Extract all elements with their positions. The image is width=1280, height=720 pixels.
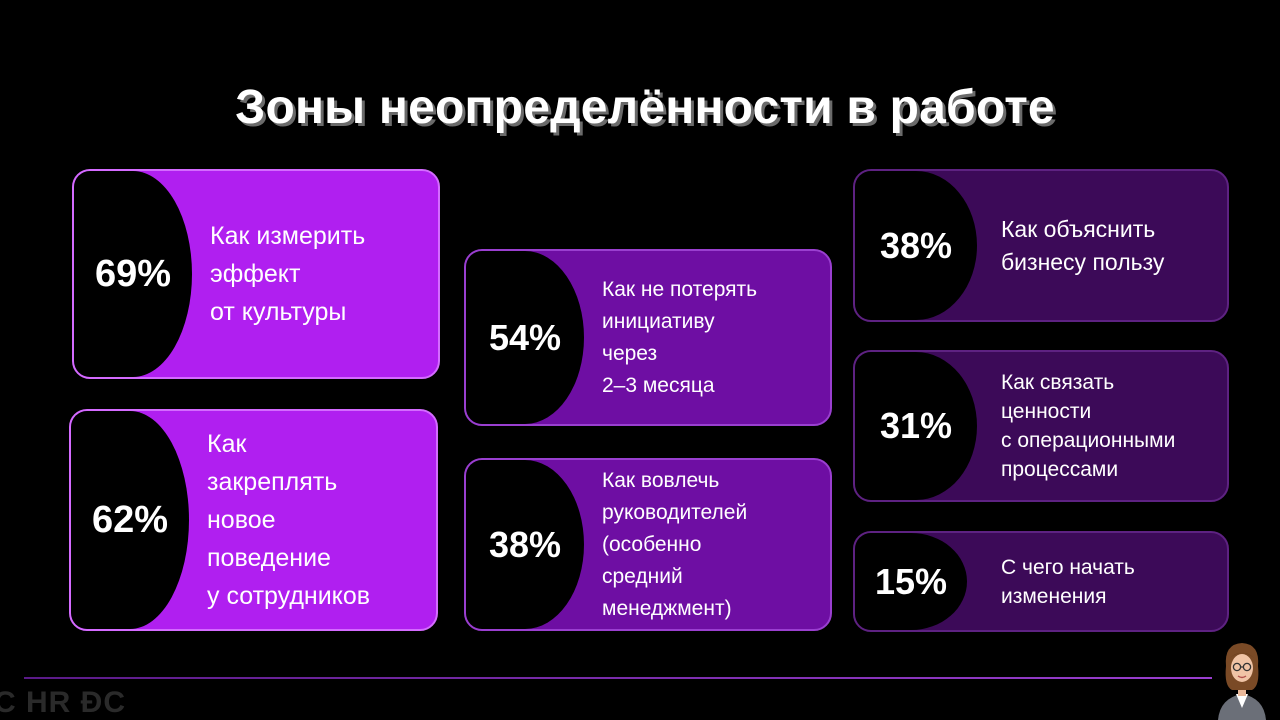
card-text: Как вовлечь руководителей (особенно сред…: [602, 460, 747, 629]
card-text-line: изменения: [1001, 584, 1107, 608]
card-text-line: бизнесу пользу: [1001, 248, 1165, 275]
card-text: Как связать ценности с операционными про…: [1001, 352, 1175, 500]
card-text-line: новое: [207, 506, 276, 534]
card-text-line: руководителей: [602, 500, 748, 524]
card-text-line: Как вовлечь: [602, 468, 720, 492]
footer-divider: [24, 677, 1212, 679]
card-percent: 15%: [855, 533, 967, 630]
card-text-line: Как не потерять: [602, 277, 758, 301]
card-text-line: эффект: [210, 260, 301, 288]
card-percent: 31%: [855, 352, 977, 500]
card-text: Как измерить эффект от культуры: [210, 171, 365, 377]
card-text: Как не потерять инициативу через 2–3 мес…: [602, 251, 757, 424]
card-text-line: инициативу: [602, 309, 715, 333]
page-title: Зоны неопределённости в работе: [235, 81, 1055, 134]
card-text-line: закреплять: [207, 468, 338, 496]
card-percent: 62%: [71, 411, 189, 629]
card-text-line: ценности: [1001, 400, 1092, 423]
card-percent: 38%: [466, 460, 584, 629]
card-measure-effect: 69% Как измерить эффект от культуры: [72, 169, 440, 379]
brand-logo: С HR ÐC: [0, 686, 126, 719]
card-percent: 38%: [855, 171, 977, 320]
card-text: Как закреплять новое поведение у сотрудн…: [207, 411, 370, 629]
card-text-line: Как измерить: [210, 222, 366, 250]
card-text-line: с операционными: [1001, 429, 1176, 452]
card-text-line: (особенно: [602, 532, 702, 556]
card-text-line: Как: [207, 430, 247, 458]
card-text: Как объяснить бизнесу пользу: [1001, 171, 1164, 320]
card-engage-managers: 38% Как вовлечь руководителей (особенно …: [464, 458, 832, 631]
card-where-to-start: 15% С чего начать изменения: [853, 531, 1229, 632]
card-text-line: через: [602, 341, 658, 365]
card-text: С чего начать изменения: [1001, 533, 1135, 630]
card-keep-initiative: 54% Как не потерять инициативу через 2–3…: [464, 249, 832, 426]
card-text-line: процессами: [1001, 458, 1119, 481]
card-text-line: Как связать: [1001, 371, 1115, 394]
card-percent: 54%: [466, 251, 584, 424]
card-link-values: 31% Как связать ценности с операционными…: [853, 350, 1229, 502]
card-text-line: поведение: [207, 544, 331, 572]
card-text-line: Как объяснить: [1001, 215, 1156, 242]
woman-avatar-icon: [1218, 643, 1266, 720]
card-percent: 69%: [74, 171, 192, 377]
card-text-line: 2–3 месяца: [602, 373, 715, 397]
card-text-line: от культуры: [210, 298, 347, 326]
card-text-line: менеджмент): [602, 596, 732, 620]
card-reinforce-behavior: 62% Как закреплять новое поведение у сот…: [69, 409, 438, 631]
card-text-line: у сотрудников: [207, 582, 371, 610]
card-text-line: С чего начать: [1001, 555, 1135, 579]
card-explain-benefit: 38% Как объяснить бизнесу пользу: [853, 169, 1229, 322]
card-text-line: средний: [602, 564, 683, 588]
